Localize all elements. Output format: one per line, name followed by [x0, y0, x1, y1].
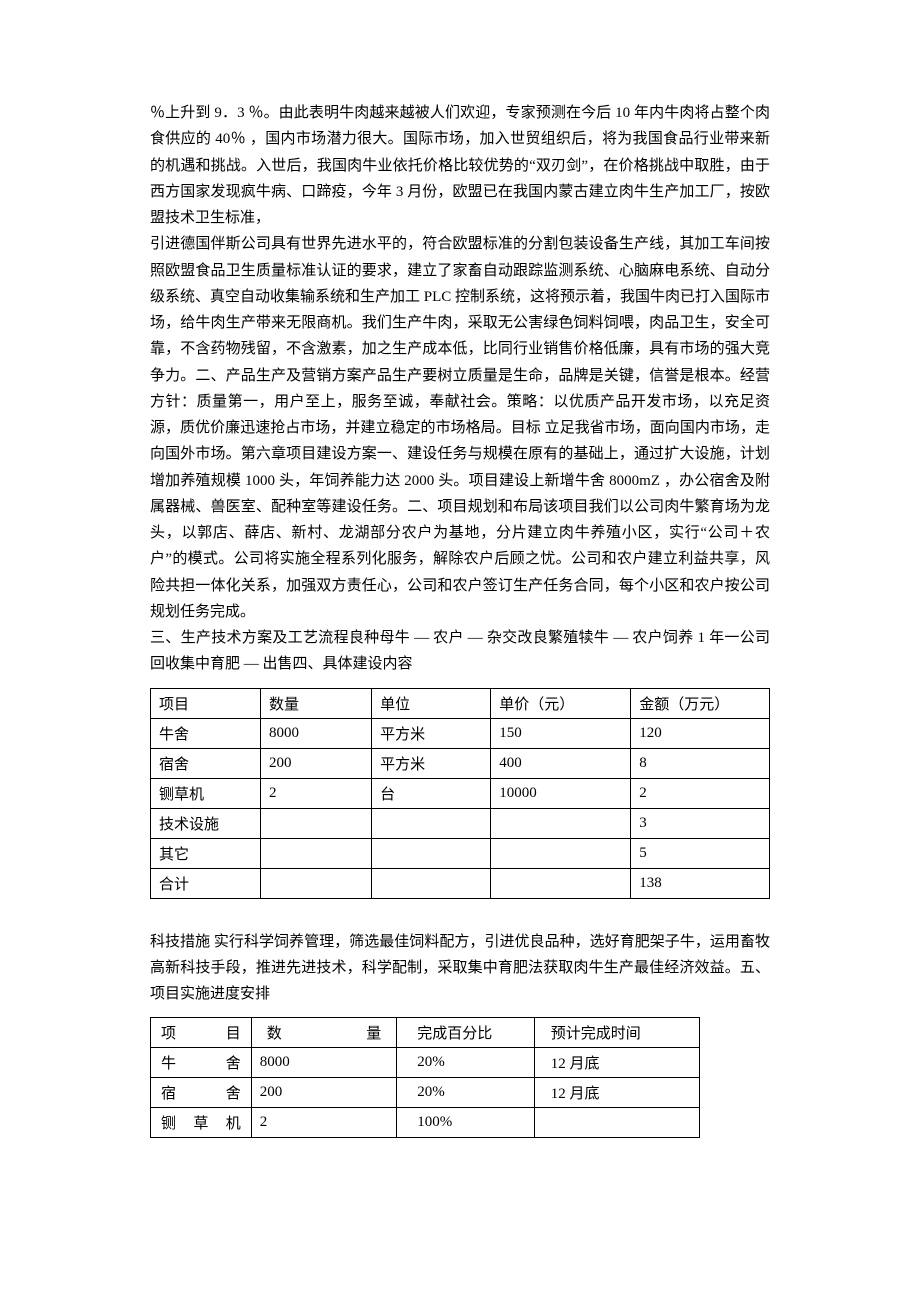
col-unit: 单位 [372, 688, 491, 718]
table-header-row: 项目 数量 单位 单价（元） 金额（万元） [151, 688, 770, 718]
cell-qty: 200 [251, 1078, 396, 1108]
cell-item: 牛舍 [151, 718, 261, 748]
col-item: 项目 [151, 688, 261, 718]
cell-price: 10000 [491, 778, 631, 808]
table-row: 宿舍 200 平方米 400 8 [151, 748, 770, 778]
cell-unit [372, 808, 491, 838]
cell-amount: 5 [631, 838, 770, 868]
cell-amount: 8 [631, 748, 770, 778]
cell-time [534, 1108, 699, 1138]
cell-qty: 8000 [251, 1048, 396, 1078]
col-percent: 完成百分比 [397, 1018, 534, 1048]
cell-item: 铡草机 [151, 778, 261, 808]
construction-content-table: 项目 数量 单位 单价（元） 金额（万元） 牛舍 8000 平方米 150 12… [150, 688, 770, 899]
cell-time: 12 月底 [534, 1048, 699, 1078]
cell-amount: 2 [631, 778, 770, 808]
cell-unit [372, 838, 491, 868]
cell-item: 牛舍 [151, 1048, 252, 1078]
cell-unit [372, 868, 491, 898]
cell-item: 合计 [151, 868, 261, 898]
paragraph-3: 三、生产技术方案及工艺流程良种母牛 — 农户 — 杂交改良繁殖犊牛 — 农户饲养… [150, 625, 770, 678]
cell-qty: 200 [260, 748, 371, 778]
cell-item: 宿舍 [151, 748, 261, 778]
cell-qty [260, 808, 371, 838]
col-quantity: 数量 [251, 1018, 396, 1048]
table-row: 牛舍 8000 20% 12 月底 [151, 1048, 700, 1078]
cell-unit: 平方米 [372, 718, 491, 748]
cell-pct: 20% [397, 1078, 534, 1108]
cell-qty: 2 [251, 1108, 396, 1138]
table-row: 铡草机 2 台 10000 2 [151, 778, 770, 808]
cell-amount: 138 [631, 868, 770, 898]
cell-unit: 平方米 [372, 748, 491, 778]
cell-qty [260, 868, 371, 898]
col-unitprice: 单价（元） [491, 688, 631, 718]
cell-price [491, 808, 631, 838]
table-row: 其它 5 [151, 838, 770, 868]
cell-unit: 台 [372, 778, 491, 808]
col-deadline: 预计完成时间 [534, 1018, 699, 1048]
cell-time: 12 月底 [534, 1078, 699, 1108]
paragraph-4: 科技措施 实行科学饲养管理，筛选最佳饲料配方，引进优良品种，选好育肥架子牛，运用… [150, 929, 770, 1008]
cell-price [491, 838, 631, 868]
col-amount: 金额（万元） [631, 688, 770, 718]
schedule-table: 项目 数量 完成百分比 预计完成时间 牛舍 8000 20% 12 月底 宿舍 … [150, 1017, 700, 1138]
table-row: 技术设施 3 [151, 808, 770, 838]
cell-price: 400 [491, 748, 631, 778]
cell-pct: 100% [397, 1108, 534, 1138]
cell-item: 铡草机 [151, 1108, 252, 1138]
paragraph-2: 引进德国伴斯公司具有世界先进水平的，符合欧盟标准的分割包装设备生产线，其加工车间… [150, 231, 770, 625]
table-row: 合计 138 [151, 868, 770, 898]
table-header-row: 项目 数量 完成百分比 预计完成时间 [151, 1018, 700, 1048]
cell-item: 其它 [151, 838, 261, 868]
table-row: 铡草机 2 100% [151, 1108, 700, 1138]
paragraph-1: ％上升到 9．3 ％。由此表明牛肉越来越被人们欢迎，专家预测在今后 10 年内牛… [150, 100, 770, 231]
cell-qty: 8000 [260, 718, 371, 748]
cell-price: 150 [491, 718, 631, 748]
cell-amount: 120 [631, 718, 770, 748]
cell-item: 技术设施 [151, 808, 261, 838]
cell-item: 宿舍 [151, 1078, 252, 1108]
cell-amount: 3 [631, 808, 770, 838]
table-row: 牛舍 8000 平方米 150 120 [151, 718, 770, 748]
cell-qty [260, 838, 371, 868]
cell-pct: 20% [397, 1048, 534, 1078]
col-quantity: 数量 [260, 688, 371, 718]
table-row: 宿舍 200 20% 12 月底 [151, 1078, 700, 1108]
cell-price [491, 868, 631, 898]
cell-qty: 2 [260, 778, 371, 808]
document-page: ％上升到 9．3 ％。由此表明牛肉越来越被人们欢迎，专家预测在今后 10 年内牛… [0, 0, 920, 1228]
col-item: 项目 [151, 1018, 252, 1048]
